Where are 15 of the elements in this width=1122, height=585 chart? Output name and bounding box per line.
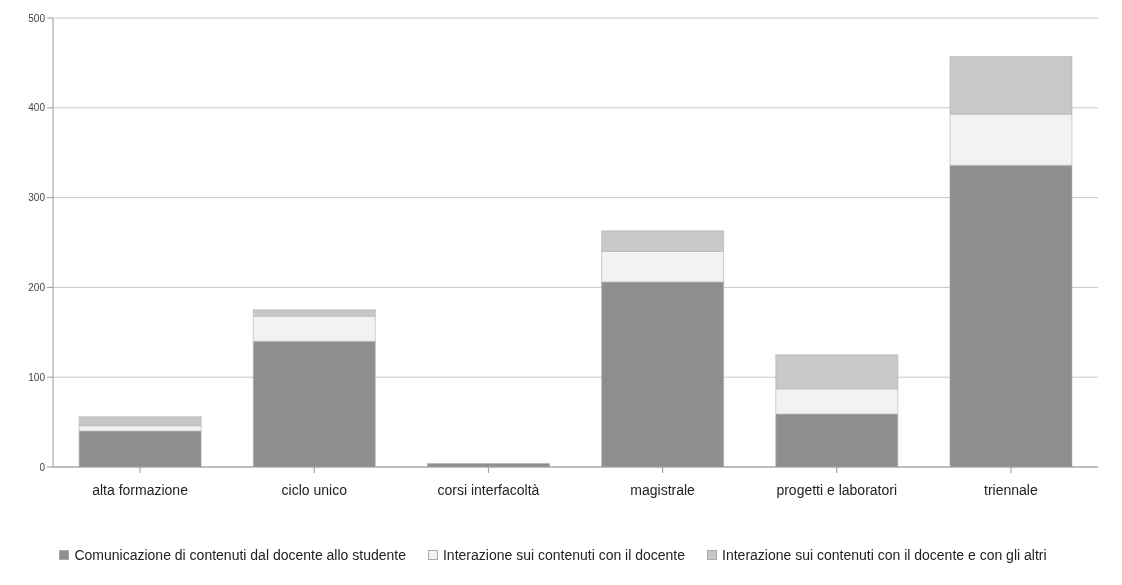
legend-label: Comunicazione di contenuti dal docente allo studente <box>74 547 406 563</box>
x-tick-label: ciclo unico <box>281 481 348 498</box>
x-tick-label: progetti e laboratori <box>776 481 898 498</box>
legend-label: Interazione sui contenuti con il docente <box>442 547 686 563</box>
legend-label: Interazione sui contenuti con il docente e con gli altri <box>722 547 1047 563</box>
y-tick-label: 300 <box>28 192 46 204</box>
y-tick-label: 500 <box>28 12 46 24</box>
y-tick-label: 200 <box>28 281 46 293</box>
y-tick-label: 0 <box>39 461 46 473</box>
x-tick-label: magistrale <box>630 481 696 498</box>
x-tick-label: alta formazione <box>92 481 189 498</box>
x-tick-label: triennale <box>984 481 1038 498</box>
y-tick-label: 400 <box>28 102 46 114</box>
x-tick-label: corsi interfacoltà <box>437 481 540 498</box>
y-tick-label: 100 <box>28 371 46 383</box>
